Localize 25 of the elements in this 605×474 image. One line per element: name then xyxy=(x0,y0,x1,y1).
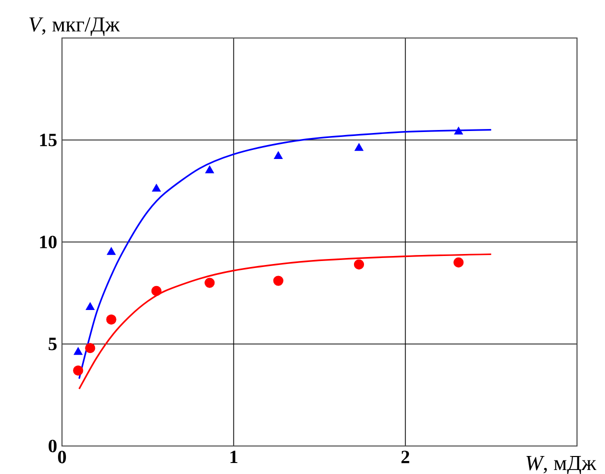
point xyxy=(205,166,214,174)
point xyxy=(453,257,464,268)
point xyxy=(85,343,96,354)
y-tick-label: 10 xyxy=(40,236,57,248)
y-tick-label: 0 xyxy=(48,440,57,452)
point xyxy=(204,278,215,288)
point xyxy=(73,365,84,376)
point xyxy=(106,247,116,255)
x-tick-label: 1 xyxy=(230,450,238,464)
point xyxy=(74,347,83,355)
point xyxy=(454,126,463,135)
point xyxy=(152,184,161,192)
point xyxy=(86,302,95,310)
point xyxy=(106,314,116,325)
x-tick-label: 0 xyxy=(58,450,66,464)
x-tick-label: 2 xyxy=(401,450,410,464)
point xyxy=(354,259,364,270)
point xyxy=(354,143,364,151)
y-tick-label: 15 xyxy=(40,134,57,146)
y-axis-title: V, мкг/Дж xyxy=(29,17,120,36)
y-tick-label: 5 xyxy=(48,338,57,350)
point xyxy=(274,151,283,159)
line-series xyxy=(78,253,492,390)
point xyxy=(151,286,162,296)
point xyxy=(273,276,284,286)
